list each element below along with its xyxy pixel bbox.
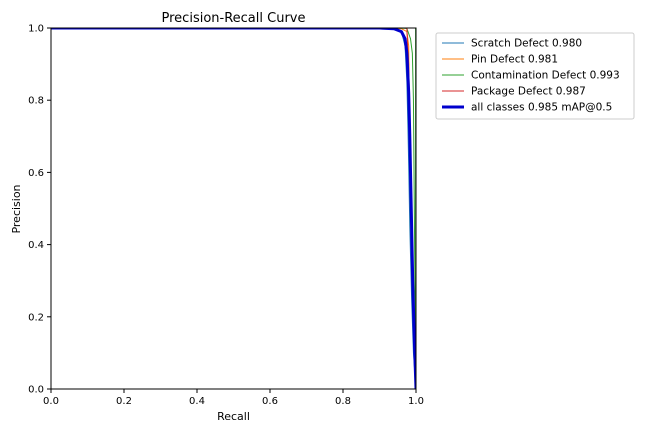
legend-label: Pin Defect 0.981: [471, 54, 558, 66]
plot-frame: [50, 27, 417, 390]
x-tick-label: 0.2: [116, 396, 132, 407]
series-line-4: [51, 28, 416, 389]
legend-label: Package Defect 0.987: [471, 86, 586, 98]
y-axis-label: Precision: [10, 184, 23, 233]
x-axis: 0.0 0.2 0.4 0.6 0.8 1.0: [43, 389, 424, 407]
y-tick-label: 0.0: [28, 385, 44, 396]
x-axis-label: Recall: [217, 410, 250, 423]
legend-label: Contamination Defect 0.993: [471, 70, 620, 82]
legend-box: [435, 32, 635, 120]
x-tick-label: 0.4: [189, 396, 205, 407]
chart-title: Precision-Recall Curve: [162, 11, 306, 26]
y-tick-label: 1.0: [28, 24, 44, 35]
y-axis: 0.0 0.2 0.4 0.6 0.8 1.0: [28, 24, 51, 396]
legend-item: Pin Defect 0.981: [442, 54, 558, 66]
legend-label: all classes 0.985 mAP@0.5: [471, 102, 612, 114]
legend-item: Contamination Defect 0.993: [442, 70, 620, 82]
legend: Scratch Defect 0.980 Pin Defect 0.981 Cont…: [435, 32, 635, 120]
x-tick-label: 0.8: [335, 396, 351, 407]
y-tick-label: 0.6: [28, 168, 44, 179]
y-tick-label: 0.8: [28, 96, 44, 107]
y-tick-label: 0.2: [28, 312, 44, 323]
y-tick-label: 0.4: [28, 240, 44, 251]
legend-label: Scratch Defect 0.980: [471, 38, 582, 50]
plot-area: [50, 27, 417, 390]
legend-item: Package Defect 0.987: [442, 86, 586, 98]
x-tick-label: 0.6: [262, 396, 278, 407]
x-tick-label: 0.0: [43, 396, 59, 407]
legend-item: Scratch Defect 0.980: [442, 38, 582, 50]
legend-item: all classes 0.985 mAP@0.5: [442, 102, 612, 114]
x-tick-label: 1.0: [408, 396, 424, 407]
